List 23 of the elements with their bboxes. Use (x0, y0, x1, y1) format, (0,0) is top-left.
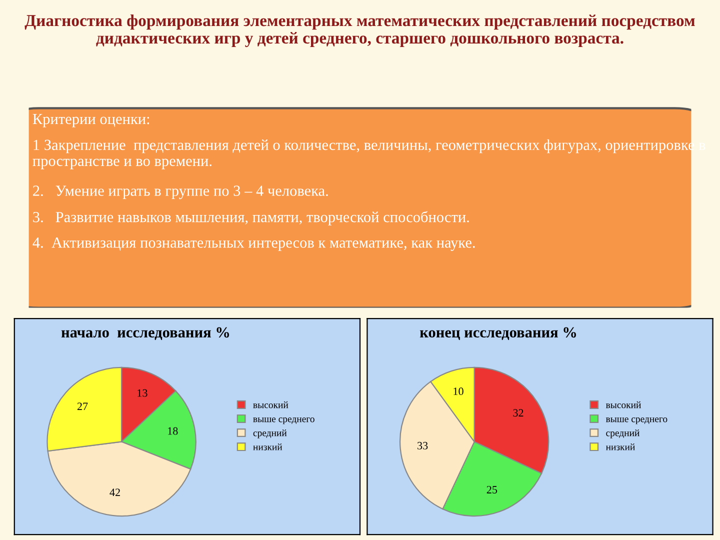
legend-label: средний (606, 429, 640, 438)
data-label: 13 (138, 389, 148, 397)
chart-title: конец исследования % (420, 327, 576, 340)
chart-title: начало исследования % (61, 327, 229, 340)
text: 2. Умение играть в группе по 3 – 4 человека. (33, 186, 328, 200)
text: Критерии оценки: (32, 114, 150, 128)
data-label: 10 (454, 388, 464, 396)
data-label: 18 (168, 427, 178, 435)
data-label: 33 (418, 442, 428, 450)
text: 3. Развитие навыков мышления, памяти, творческой способности. (33, 211, 469, 226)
legend-label: средний (253, 429, 287, 438)
legend-label: высокий (253, 401, 288, 408)
legend-label: выше среднего (253, 418, 314, 424)
data-label: 42 (110, 488, 120, 496)
text: 4. Активизация познавательных интересов к математике, как науке. (32, 238, 475, 251)
legend-label: низкий (606, 444, 635, 450)
legend-label: выше среднего (606, 418, 668, 424)
data-label: 27 (77, 402, 88, 410)
legend-label: низкий (253, 444, 282, 450)
text: Диагностика формирования элементарных математических представлений посредством дидактических игр у детей среднего, старшего дошкольного возраста. (24, 14, 695, 48)
legend-label: высокий (606, 401, 641, 408)
data-label: 25 (486, 486, 498, 494)
data-label: 32 (513, 409, 524, 417)
